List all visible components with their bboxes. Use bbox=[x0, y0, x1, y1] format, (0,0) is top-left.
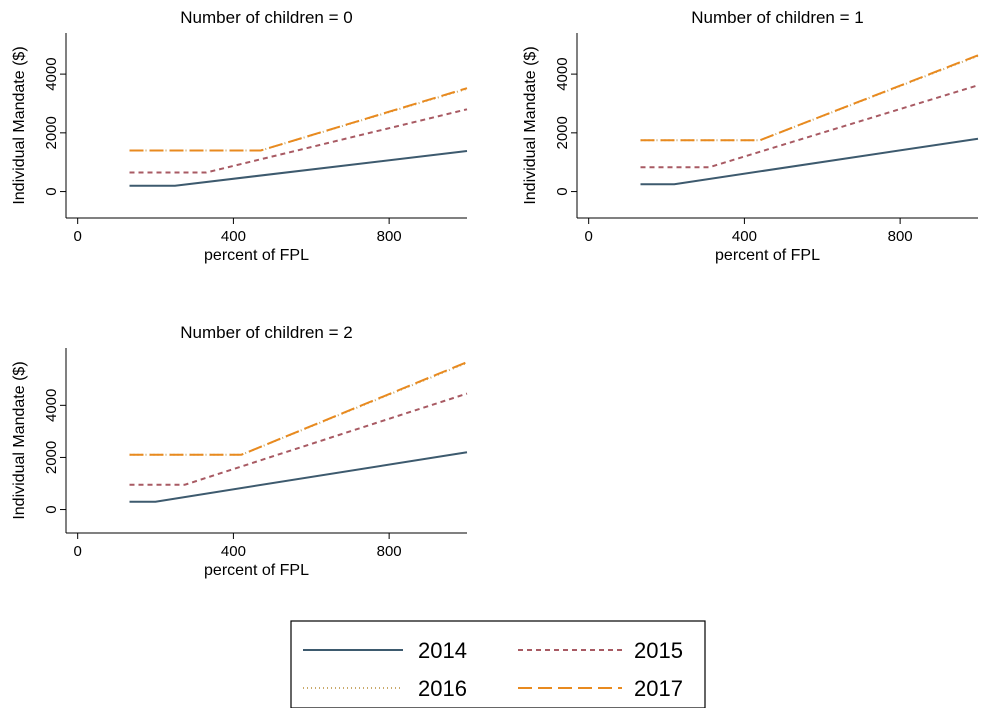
x-tick-label: 0 bbox=[74, 543, 82, 560]
series-line-2015 bbox=[129, 392, 468, 486]
y-tick-label: 2000 bbox=[43, 116, 60, 149]
series-line-2014 bbox=[640, 137, 979, 186]
y-tick-label: 0 bbox=[43, 505, 60, 513]
y-tick-label: 2000 bbox=[43, 441, 60, 474]
x-axis-label: percent of FPL bbox=[715, 247, 820, 264]
x-axis-label: percent of FPL bbox=[204, 562, 309, 579]
y-axis-label: Individual Mandate ($) bbox=[522, 46, 539, 204]
panel-1: Number of children = 1 0 2000 4000 0 400 800 pe… bbox=[522, 8, 979, 264]
y-tick-label: 0 bbox=[43, 187, 60, 195]
y-tick-label: 2000 bbox=[554, 116, 571, 149]
series-line-2016 bbox=[129, 361, 468, 456]
legend-label-2015: 2015 bbox=[634, 638, 683, 663]
y-tick-label: 4000 bbox=[43, 389, 60, 422]
x-tick-label: 800 bbox=[377, 228, 402, 245]
x-tick-label: 0 bbox=[74, 228, 82, 245]
x-tick-label: 0 bbox=[585, 228, 593, 245]
panel-title: Number of children = 1 bbox=[691, 8, 863, 27]
x-tick-label: 400 bbox=[221, 228, 246, 245]
y-axis-label: Individual Mandate ($) bbox=[11, 361, 28, 519]
series-line-2016 bbox=[640, 54, 979, 142]
legend-frame bbox=[290, 620, 706, 708]
series-line-2017 bbox=[640, 54, 979, 142]
x-axis-label: percent of FPL bbox=[204, 247, 309, 264]
series-line-2014 bbox=[129, 451, 468, 503]
series-line-2015 bbox=[129, 108, 468, 174]
panel-2: Number of children = 2 0 2000 4000 0 400 800 pe… bbox=[11, 323, 468, 579]
series-line-2015 bbox=[640, 84, 979, 169]
legend-label-2016: 2016 bbox=[418, 676, 467, 701]
y-tick-label: 0 bbox=[554, 187, 571, 195]
x-tick-label: 800 bbox=[377, 543, 402, 560]
series-line-2014 bbox=[129, 150, 468, 187]
legend-label-2017: 2017 bbox=[634, 676, 683, 701]
legend: 2014 2015 2016 2017 bbox=[290, 620, 706, 708]
legend-label-2014: 2014 bbox=[418, 638, 467, 663]
x-tick-label: 400 bbox=[732, 228, 757, 245]
panel-0: Number of children = 0 0 2000 4000 0 400 800 pe… bbox=[11, 8, 468, 264]
series-line-2016 bbox=[129, 87, 468, 152]
panel-title: Number of children = 2 bbox=[180, 323, 352, 342]
panel-title: Number of children = 0 bbox=[180, 8, 352, 27]
x-tick-label: 800 bbox=[888, 228, 913, 245]
y-tick-label: 4000 bbox=[43, 57, 60, 90]
series-line-2017 bbox=[129, 361, 468, 456]
series-line-2017 bbox=[129, 87, 468, 152]
x-tick-label: 400 bbox=[221, 543, 246, 560]
y-tick-label: 4000 bbox=[554, 57, 571, 90]
y-axis-label: Individual Mandate ($) bbox=[11, 46, 28, 204]
